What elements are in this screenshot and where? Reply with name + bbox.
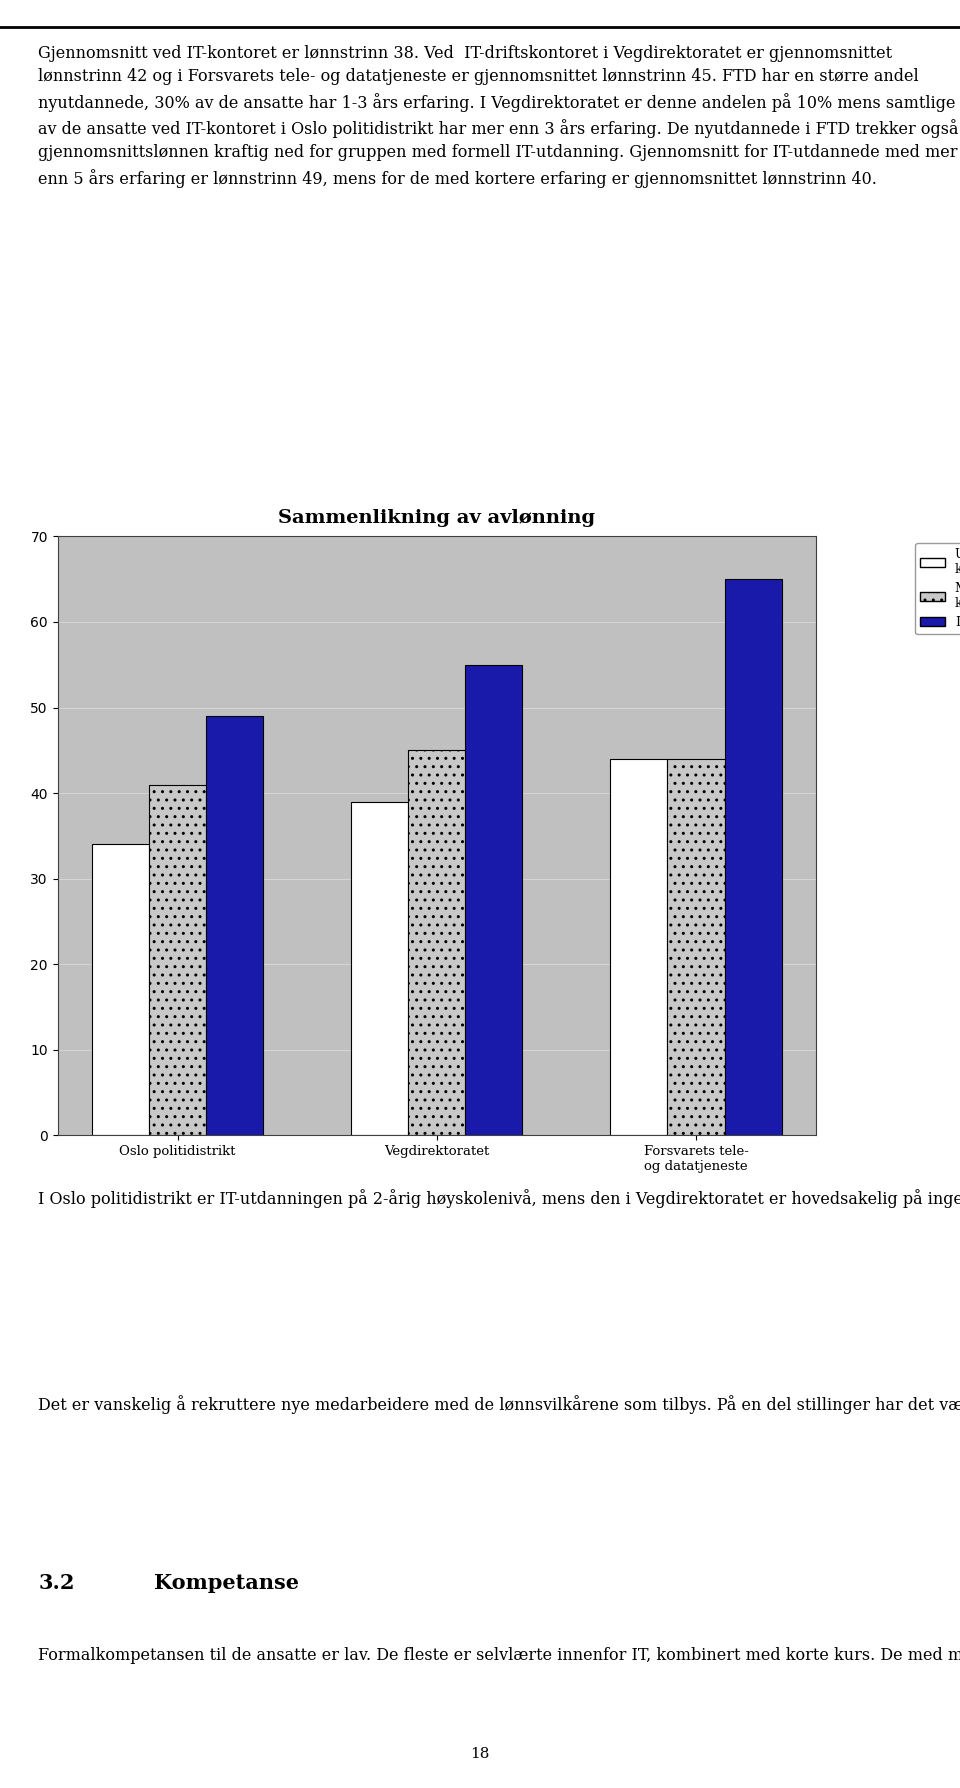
Text: Det er vanskelig å rekruttere nye medarbeidere med de lønnsvilkårene som tilbys.: Det er vanskelig å rekruttere nye medarb… bbox=[38, 1395, 960, 1414]
Bar bbox=[351, 801, 408, 1135]
Text: 18: 18 bbox=[470, 1747, 490, 1761]
Bar bbox=[667, 758, 725, 1135]
Text: 3.2: 3.2 bbox=[38, 1573, 75, 1593]
Text: Gjennomsnitt ved IT-kontoret er lønnstrinn 38. Ved  IT-driftskontoret i Vegdirek: Gjennomsnitt ved IT-kontoret er lønnstri… bbox=[38, 45, 959, 188]
Bar bbox=[611, 758, 667, 1135]
Text: I Oslo politidistrikt er IT-utdanningen på 2-årig høyskolenivå, mens den i Vegdi: I Oslo politidistrikt er IT-utdanningen … bbox=[38, 1189, 960, 1209]
Bar bbox=[466, 665, 522, 1135]
Bar bbox=[725, 579, 781, 1135]
Bar bbox=[149, 785, 206, 1135]
Title: Sammenlikning av avlønning: Sammenlikning av avlønning bbox=[278, 508, 595, 526]
Bar bbox=[408, 751, 466, 1135]
Bar bbox=[206, 717, 263, 1135]
Legend: Uten formell IT-
kompetanse, Med formell IT-
kompetanse, Leder: Uten formell IT- kompetanse, Med formell… bbox=[915, 542, 960, 635]
Text: Kompetanse: Kompetanse bbox=[154, 1573, 299, 1593]
Bar bbox=[92, 844, 149, 1135]
Text: Formalkompetansen til de ansatte er lav. De fleste er selvlærte innenfor IT, kom: Formalkompetansen til de ansatte er lav.… bbox=[38, 1645, 960, 1665]
